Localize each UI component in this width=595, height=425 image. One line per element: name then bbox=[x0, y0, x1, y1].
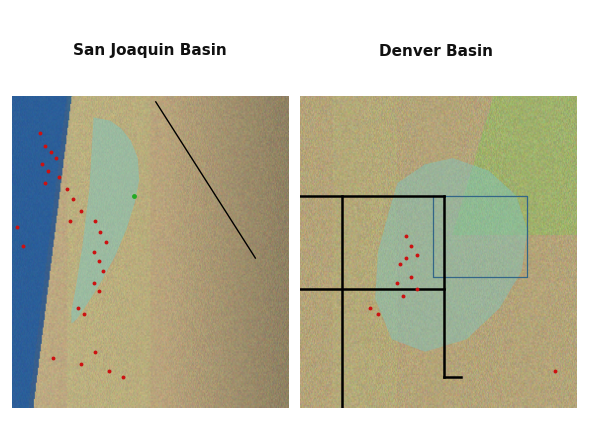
Polygon shape bbox=[375, 158, 527, 352]
Text: San Joaquin Basin: San Joaquin Basin bbox=[73, 43, 227, 59]
Polygon shape bbox=[71, 117, 139, 324]
Text: Denver Basin: Denver Basin bbox=[379, 43, 493, 59]
